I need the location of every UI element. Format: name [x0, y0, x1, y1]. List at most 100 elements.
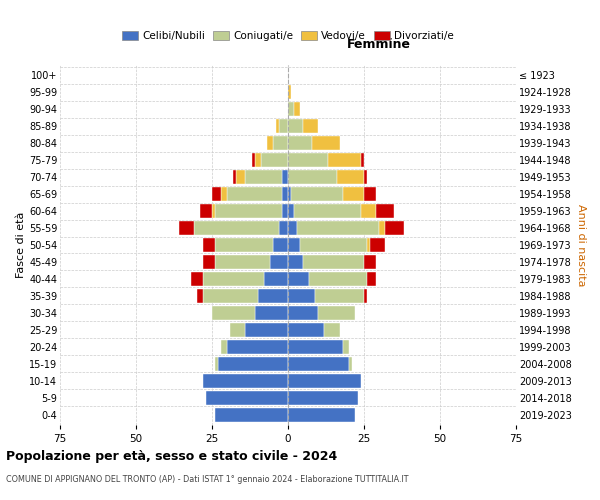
- Bar: [288, 288, 316, 303]
- Bar: [319, 306, 355, 320]
- Bar: [316, 288, 364, 303]
- Bar: [337, 170, 364, 184]
- Bar: [367, 272, 376, 286]
- Bar: [288, 238, 300, 252]
- Bar: [288, 306, 319, 320]
- Bar: [343, 187, 364, 202]
- Legend: Celibi/Nubili, Coniugati/e, Vedovi/e, Divorziati/e: Celibi/Nubili, Coniugati/e, Vedovi/e, Di…: [118, 27, 458, 46]
- Bar: [194, 221, 279, 235]
- Bar: [294, 204, 361, 218]
- Bar: [309, 272, 367, 286]
- Bar: [203, 374, 288, 388]
- Bar: [251, 153, 254, 168]
- Bar: [263, 272, 288, 286]
- Bar: [288, 153, 328, 168]
- Bar: [300, 238, 367, 252]
- Bar: [361, 204, 376, 218]
- Bar: [212, 187, 221, 202]
- Bar: [203, 288, 257, 303]
- Y-axis label: Fasce di età: Fasce di età: [16, 212, 26, 278]
- Bar: [303, 255, 364, 269]
- Bar: [257, 288, 288, 303]
- Bar: [288, 204, 294, 218]
- Bar: [288, 119, 303, 134]
- Bar: [325, 322, 340, 337]
- Bar: [288, 136, 313, 150]
- Bar: [379, 221, 385, 235]
- Bar: [179, 221, 194, 235]
- Bar: [245, 322, 288, 337]
- Bar: [364, 187, 376, 202]
- Bar: [370, 238, 385, 252]
- Bar: [215, 408, 288, 422]
- Text: Femmine: Femmine: [347, 38, 411, 51]
- Bar: [254, 153, 260, 168]
- Bar: [227, 187, 282, 202]
- Bar: [288, 340, 343, 354]
- Bar: [227, 340, 288, 354]
- Bar: [288, 356, 349, 371]
- Bar: [212, 306, 254, 320]
- Bar: [385, 221, 404, 235]
- Bar: [260, 153, 288, 168]
- Bar: [288, 221, 297, 235]
- Bar: [206, 390, 288, 405]
- Bar: [343, 340, 349, 354]
- Bar: [288, 187, 291, 202]
- Bar: [203, 272, 263, 286]
- Bar: [218, 356, 288, 371]
- Bar: [297, 221, 379, 235]
- Bar: [215, 356, 218, 371]
- Bar: [313, 136, 340, 150]
- Bar: [273, 136, 288, 150]
- Bar: [254, 306, 288, 320]
- Bar: [203, 255, 215, 269]
- Bar: [236, 170, 245, 184]
- Bar: [203, 238, 215, 252]
- Bar: [267, 136, 273, 150]
- Bar: [288, 374, 361, 388]
- Bar: [221, 187, 227, 202]
- Bar: [282, 204, 288, 218]
- Bar: [245, 170, 282, 184]
- Bar: [215, 255, 270, 269]
- Bar: [364, 255, 376, 269]
- Bar: [279, 221, 288, 235]
- Bar: [200, 204, 212, 218]
- Bar: [288, 390, 358, 405]
- Bar: [276, 119, 279, 134]
- Bar: [233, 170, 236, 184]
- Bar: [282, 170, 288, 184]
- Bar: [291, 187, 343, 202]
- Bar: [212, 204, 215, 218]
- Bar: [197, 288, 203, 303]
- Bar: [221, 340, 227, 354]
- Bar: [270, 255, 288, 269]
- Bar: [288, 85, 291, 100]
- Bar: [349, 356, 352, 371]
- Bar: [288, 272, 309, 286]
- Text: Popolazione per età, sesso e stato civile - 2024: Popolazione per età, sesso e stato civil…: [6, 450, 337, 463]
- Bar: [288, 102, 294, 117]
- Bar: [328, 153, 361, 168]
- Bar: [288, 170, 337, 184]
- Bar: [215, 204, 282, 218]
- Bar: [364, 288, 367, 303]
- Bar: [376, 204, 394, 218]
- Bar: [288, 408, 355, 422]
- Bar: [215, 238, 273, 252]
- Bar: [288, 255, 303, 269]
- Bar: [191, 272, 203, 286]
- Bar: [282, 187, 288, 202]
- Text: COMUNE DI APPIGNANO DEL TRONTO (AP) - Dati ISTAT 1° gennaio 2024 - Elaborazione : COMUNE DI APPIGNANO DEL TRONTO (AP) - Da…: [6, 475, 409, 484]
- Bar: [294, 102, 300, 117]
- Bar: [361, 153, 364, 168]
- Bar: [364, 170, 367, 184]
- Y-axis label: Anni di nascita: Anni di nascita: [575, 204, 586, 286]
- Bar: [279, 119, 288, 134]
- Bar: [303, 119, 319, 134]
- Bar: [273, 238, 288, 252]
- Bar: [288, 322, 325, 337]
- Bar: [367, 238, 370, 252]
- Bar: [230, 322, 245, 337]
